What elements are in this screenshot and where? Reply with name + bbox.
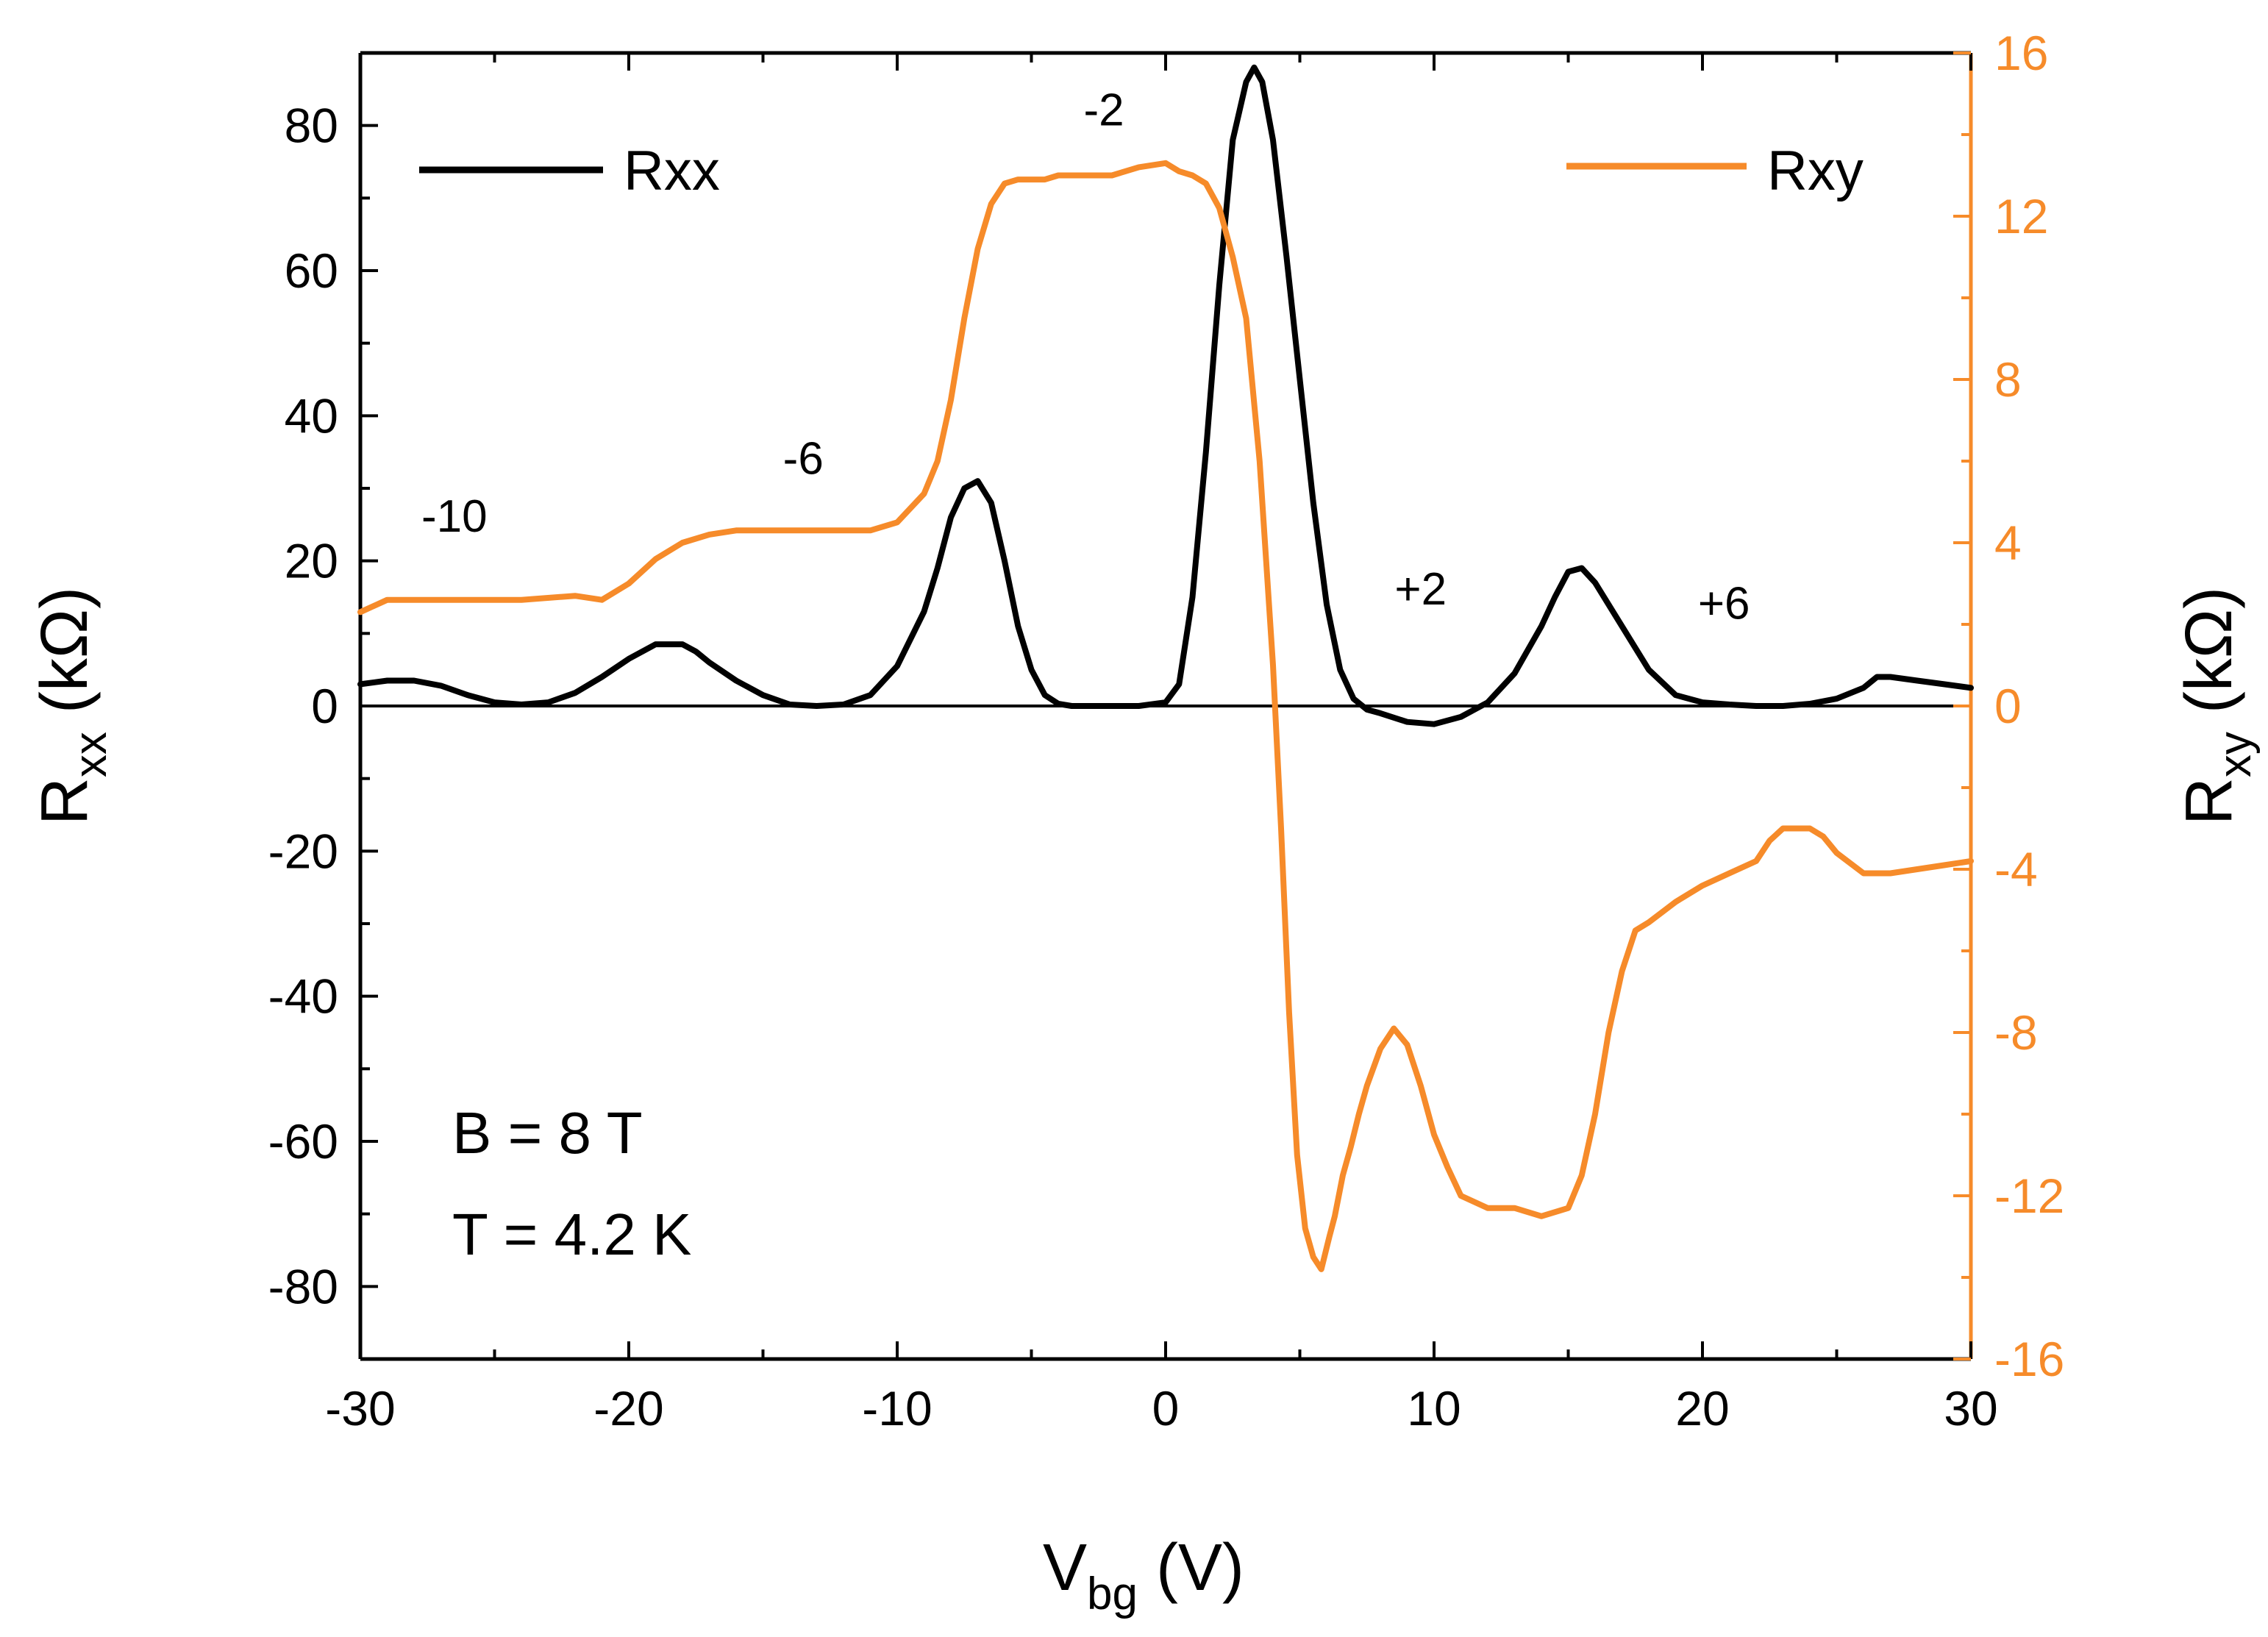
filling-factor-label: -2 (1083, 85, 1124, 136)
condition-field: B = 8 T (452, 1100, 643, 1166)
filling-factor-label: -6 (783, 433, 824, 484)
left-axis-ticks: -80 -60 -40 -20 0 20 40 60 80 (268, 51, 378, 1360)
left-tick-label: 40 (285, 388, 338, 443)
left-tick-label: -60 (268, 1114, 338, 1169)
left-tick-label: -40 (268, 969, 338, 1024)
left-tick-label: -20 (268, 824, 338, 878)
right-tick-label: -4 (1994, 842, 2038, 896)
x-axis-ticks: -30 -20 -10 0 10 20 30 (325, 53, 1998, 1436)
right-axis-ticks: -16 -12 -8 -4 0 4 8 12 16 (1953, 26, 2064, 1386)
right-axis-title-main: R (2172, 777, 2246, 825)
left-axis-title: Rxx (kΩ) (28, 587, 116, 825)
right-tick-label: -16 (1994, 1332, 2064, 1386)
right-tick-label: 16 (1994, 26, 2048, 80)
x-axis-title-unit: (V) (1138, 1531, 1244, 1605)
right-axis-title: Rxy (kΩ) (2172, 587, 2261, 825)
left-tick-label: 20 (285, 534, 338, 588)
x-tick-label: -10 (862, 1381, 932, 1436)
right-tick-label: 12 (1994, 189, 2048, 243)
x-tick-label: 20 (1675, 1381, 1729, 1436)
x-tick-label: -20 (593, 1381, 663, 1436)
x-tick-label: 0 (1152, 1381, 1180, 1436)
filling-factor-label: +6 (1698, 579, 1750, 630)
filling-factor-label: +2 (1394, 564, 1447, 615)
filling-factor-label: -10 (421, 491, 488, 542)
legend-label-rxy: Rxy (1767, 140, 1864, 202)
series-line-rxy (357, 160, 1974, 1272)
right-axis-title-unit: (kΩ) (2172, 587, 2246, 732)
x-axis-title-main: V (1043, 1531, 1087, 1605)
x-tick-label: 30 (1944, 1381, 1997, 1436)
right-axis-title-sub: xy (2210, 732, 2261, 777)
left-axis-title-unit: (kΩ) (28, 587, 101, 732)
right-tick-label: 8 (1994, 352, 2022, 407)
right-tick-label: -8 (1994, 1005, 2038, 1060)
left-tick-label: -80 (268, 1259, 338, 1313)
x-axis-title-sub: bg (1087, 1569, 1138, 1619)
left-tick-label: 80 (285, 99, 338, 153)
right-tick-label: -12 (1994, 1169, 2064, 1223)
series-line-rxx (357, 64, 1974, 727)
annotation-group: -10 -6 -2 +2 +6 (421, 85, 1750, 630)
series-group (357, 64, 1974, 1272)
condition-temperature: T = 4.2 K (452, 1202, 691, 1267)
legend-label-rxx: Rxx (624, 140, 720, 202)
left-axis-title-sub: xx (65, 732, 116, 777)
x-tick-label: 10 (1407, 1381, 1461, 1436)
right-tick-label: 0 (1994, 679, 2022, 733)
x-tick-label: -30 (325, 1381, 395, 1436)
left-tick-label: 60 (285, 243, 338, 298)
left-axis-title-main: R (28, 777, 101, 825)
x-axis-title: Vbg (V) (1043, 1531, 1244, 1619)
right-tick-label: 4 (1994, 516, 2022, 570)
left-tick-label: 0 (311, 679, 338, 733)
